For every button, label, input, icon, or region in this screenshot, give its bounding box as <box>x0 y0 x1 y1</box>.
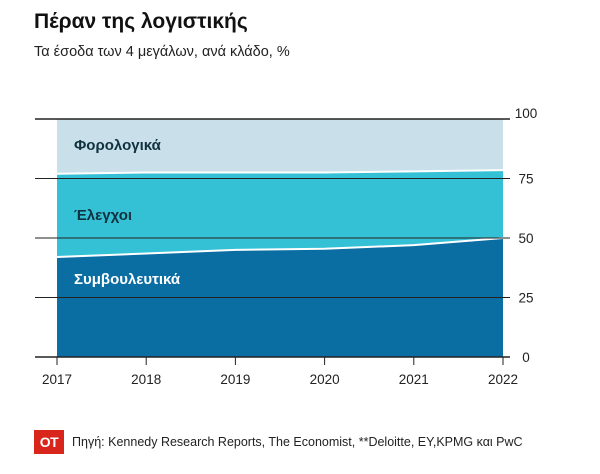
x-tick-label: 2022 <box>488 372 518 387</box>
y-tick-label: 25 <box>518 291 533 306</box>
page-title: Πέραν της λογιστικής <box>34 10 248 33</box>
chart-subtitle: Τα έσοδα των 4 μεγάλων, ανά κλάδο, % <box>34 44 290 60</box>
y-tick-label: 75 <box>518 172 533 187</box>
series-label: Συμβουλευτικά <box>74 271 181 288</box>
y-tick-label: 0 <box>522 350 530 365</box>
y-tick-label: 100 <box>515 106 538 121</box>
x-tick-label: 2021 <box>399 372 429 387</box>
series-boundary-line <box>56 169 504 175</box>
series-boundary-line <box>56 237 504 259</box>
ot-logo: ΟΤ <box>34 430 64 454</box>
x-tick-label: 2017 <box>42 372 72 387</box>
area-audit <box>57 170 503 258</box>
source-text: Πηγή: Kennedy Research Reports, The Econ… <box>72 435 523 449</box>
area-tax <box>57 119 503 174</box>
x-tick-label: 2019 <box>220 372 250 387</box>
series-label: Φορολογικά <box>74 137 162 154</box>
x-tick-label: 2020 <box>310 372 340 387</box>
series-label: Έλεγχοι <box>74 207 132 224</box>
y-tick-label: 50 <box>518 231 533 246</box>
x-tick-label: 2018 <box>131 372 161 387</box>
footer: ΟΤ Πηγή: Kennedy Research Reports, The E… <box>34 430 523 454</box>
